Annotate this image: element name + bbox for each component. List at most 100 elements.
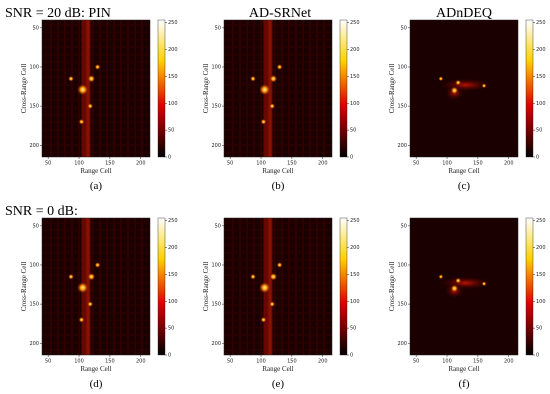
texture — [42, 319, 150, 321]
texture — [42, 252, 150, 254]
hot-spot — [260, 118, 267, 125]
texture — [224, 259, 332, 261]
colorbar-tick-label: 0 — [350, 155, 353, 161]
colorbar — [339, 217, 348, 356]
texture — [224, 267, 332, 269]
texture — [57, 218, 59, 355]
texture — [42, 76, 150, 78]
hot-spot — [438, 274, 444, 280]
colorbar-tick-label: 50 — [350, 326, 356, 332]
texture — [224, 222, 332, 224]
colorbar-tick-label: 200 — [168, 47, 178, 53]
hot-spot — [87, 74, 96, 83]
colorbar-tick-label: 150 — [350, 74, 360, 80]
hot-spot — [481, 281, 487, 287]
y-tick-label: 200 — [29, 341, 39, 347]
texture — [134, 20, 136, 157]
texture — [42, 244, 150, 246]
heatmap — [42, 218, 150, 355]
texture — [224, 282, 332, 284]
texture — [224, 61, 332, 63]
texture — [42, 39, 150, 41]
texture — [42, 69, 150, 71]
texture — [99, 20, 101, 157]
texture — [64, 20, 66, 157]
texture — [127, 20, 129, 157]
colorbar — [525, 217, 534, 356]
x-axis-label: Range Cell — [80, 365, 111, 373]
colorbar-tick-label: 250 — [536, 218, 546, 224]
texture — [224, 342, 332, 344]
x-tick-label: 150 — [287, 161, 297, 167]
colorbar-tick-label: 250 — [536, 20, 546, 26]
texture — [71, 218, 73, 355]
x-tick-label: 150 — [287, 359, 297, 365]
y-tick-label: 200 — [211, 341, 221, 347]
texture — [302, 20, 304, 157]
texture — [42, 229, 150, 231]
colorbar-tick-label: 250 — [350, 218, 360, 224]
texture — [224, 136, 332, 138]
colorbar-tick-label: 50 — [168, 326, 174, 332]
texture — [224, 304, 332, 306]
texture — [42, 334, 150, 336]
texture — [274, 20, 276, 157]
x-tick-label: 50 — [227, 359, 233, 365]
x-tick-label: 100 — [256, 359, 266, 365]
y-tick-label: 100 — [397, 262, 407, 268]
texture — [42, 151, 150, 153]
texture — [113, 218, 115, 355]
texture — [134, 218, 136, 355]
panel-caption: (d) — [90, 378, 103, 390]
texture — [42, 222, 150, 224]
colorbar-tick-label: 100 — [536, 299, 546, 305]
texture — [224, 129, 332, 131]
hot-spot — [78, 118, 85, 125]
hot-spot — [78, 316, 85, 323]
texture — [120, 218, 122, 355]
colorbar-tick-label: 50 — [536, 326, 542, 332]
x-axis-label: Range Cell — [262, 167, 293, 175]
colorbar-tick-label: 50 — [350, 128, 356, 134]
texture — [42, 282, 150, 284]
y-tick-label: 50 — [215, 25, 221, 31]
texture — [42, 144, 150, 146]
texture — [42, 31, 150, 33]
texture — [106, 218, 108, 355]
hot-spot — [250, 273, 257, 280]
colorbar-tick-label: 0 — [168, 155, 171, 161]
hot-spot — [269, 272, 278, 281]
panel: 50 100 150 200 50 100 150 200 Range Cell Cross-Ra… — [388, 19, 546, 192]
frame — [409, 19, 519, 158]
texture — [253, 218, 255, 355]
colorbar-tick-label: 0 — [536, 155, 539, 161]
texture — [281, 218, 283, 355]
hot-spot — [258, 83, 271, 96]
y-tick-label: 150 — [29, 104, 39, 110]
texture — [224, 289, 332, 291]
texture — [42, 289, 150, 291]
x-tick-label: 100 — [74, 161, 84, 167]
frame — [41, 19, 151, 158]
frame — [41, 217, 151, 356]
texture — [323, 218, 325, 355]
hot-spot — [438, 76, 444, 82]
texture — [92, 20, 94, 157]
x-tick-label: 200 — [504, 161, 514, 167]
y-tick-label: 100 — [397, 64, 407, 70]
texture — [42, 327, 150, 329]
texture — [120, 20, 122, 157]
hot-spot — [450, 284, 459, 293]
hot-spot — [276, 63, 283, 70]
texture — [274, 218, 276, 355]
y-tick-label: 50 — [33, 25, 39, 31]
hot-spot — [258, 281, 271, 294]
y-tick-label: 50 — [215, 223, 221, 229]
hot-spot — [68, 273, 75, 280]
texture — [224, 327, 332, 329]
texture — [42, 237, 150, 239]
colorbar — [157, 217, 166, 356]
colorbar-tick-label: 0 — [536, 353, 539, 359]
texture — [224, 76, 332, 78]
x-tick-label: 50 — [45, 359, 51, 365]
